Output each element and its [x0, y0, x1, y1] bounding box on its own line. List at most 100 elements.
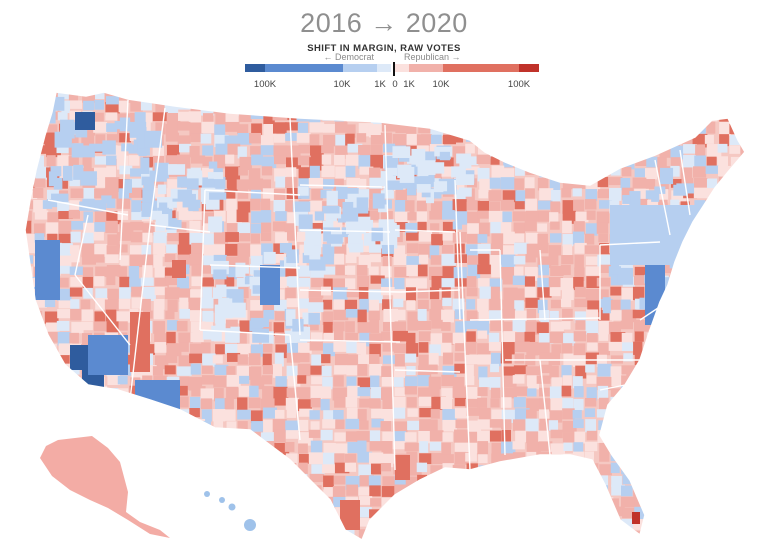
- county: [489, 123, 502, 133]
- county: [742, 210, 745, 220]
- county: [25, 507, 36, 520]
- county: [645, 408, 657, 422]
- county: [465, 398, 480, 408]
- county: [130, 231, 145, 243]
- county: [106, 96, 119, 105]
- county: [179, 308, 190, 319]
- county: [69, 200, 81, 213]
- county: [93, 200, 106, 212]
- legend-swatch-rep-1k: [409, 64, 443, 72]
- county: [262, 353, 272, 367]
- county: [620, 177, 631, 191]
- county: [718, 265, 733, 277]
- county: [717, 432, 730, 441]
- county: [369, 210, 380, 221]
- county: [477, 298, 489, 312]
- county: [261, 166, 273, 176]
- county: [476, 134, 488, 147]
- county: [394, 211, 410, 225]
- alaska-shape: [40, 436, 170, 538]
- county: [296, 387, 312, 401]
- county: [25, 287, 32, 297]
- county: [128, 155, 140, 166]
- county: [309, 200, 322, 211]
- county: [387, 180, 404, 190]
- county: [201, 342, 211, 356]
- county: [129, 245, 142, 255]
- county: [368, 124, 384, 138]
- county: [131, 212, 146, 221]
- county: [178, 111, 193, 121]
- county: [734, 180, 745, 198]
- county: [272, 221, 286, 232]
- county: [479, 377, 492, 388]
- county: [562, 432, 578, 443]
- county: [165, 408, 177, 419]
- county: [58, 220, 72, 235]
- county: [668, 92, 683, 102]
- county: [286, 145, 301, 158]
- county: [372, 193, 385, 209]
- county: [25, 419, 36, 428]
- county: [573, 518, 588, 532]
- county: [633, 464, 647, 477]
- county: [394, 277, 405, 290]
- county: [500, 254, 516, 268]
- county: [107, 234, 120, 246]
- county: [598, 529, 609, 540]
- county: [117, 398, 129, 412]
- county: [514, 474, 527, 486]
- county: [382, 299, 392, 311]
- county: [311, 277, 325, 288]
- county: [668, 123, 683, 137]
- county: [70, 497, 82, 511]
- county: [285, 167, 297, 177]
- county: [563, 121, 579, 133]
- county: [262, 188, 275, 201]
- county: [83, 187, 95, 202]
- county: [250, 463, 264, 474]
- county: [647, 134, 661, 143]
- county: [105, 309, 117, 323]
- county: [250, 410, 263, 423]
- county: [381, 331, 394, 341]
- county: [669, 374, 682, 387]
- county: [347, 143, 363, 153]
- county: [717, 143, 728, 153]
- county: [406, 112, 418, 126]
- county: [166, 441, 181, 451]
- county: [707, 297, 720, 308]
- county: [357, 178, 367, 189]
- county: [465, 354, 479, 365]
- county: [417, 308, 427, 323]
- county: [611, 542, 621, 551]
- county: [421, 189, 431, 198]
- county: [585, 256, 599, 265]
- county: [166, 144, 180, 157]
- county: [164, 365, 176, 375]
- county: [284, 509, 296, 522]
- county: [743, 463, 745, 478]
- county: [393, 254, 407, 265]
- county: [394, 266, 409, 278]
- county: [101, 195, 112, 204]
- county: [33, 110, 49, 124]
- county: [466, 486, 481, 496]
- county: [334, 154, 345, 166]
- county: [298, 462, 308, 475]
- county: [322, 541, 333, 552]
- county: [298, 286, 310, 299]
- county: [585, 135, 597, 148]
- county: [273, 475, 284, 488]
- county: [550, 221, 560, 230]
- county: [237, 201, 251, 213]
- county: [368, 354, 380, 368]
- county: [491, 352, 501, 367]
- county: [178, 418, 190, 432]
- county: [572, 508, 585, 518]
- county: [572, 530, 587, 540]
- county: [359, 101, 371, 113]
- county: [706, 178, 718, 190]
- county: [479, 486, 493, 498]
